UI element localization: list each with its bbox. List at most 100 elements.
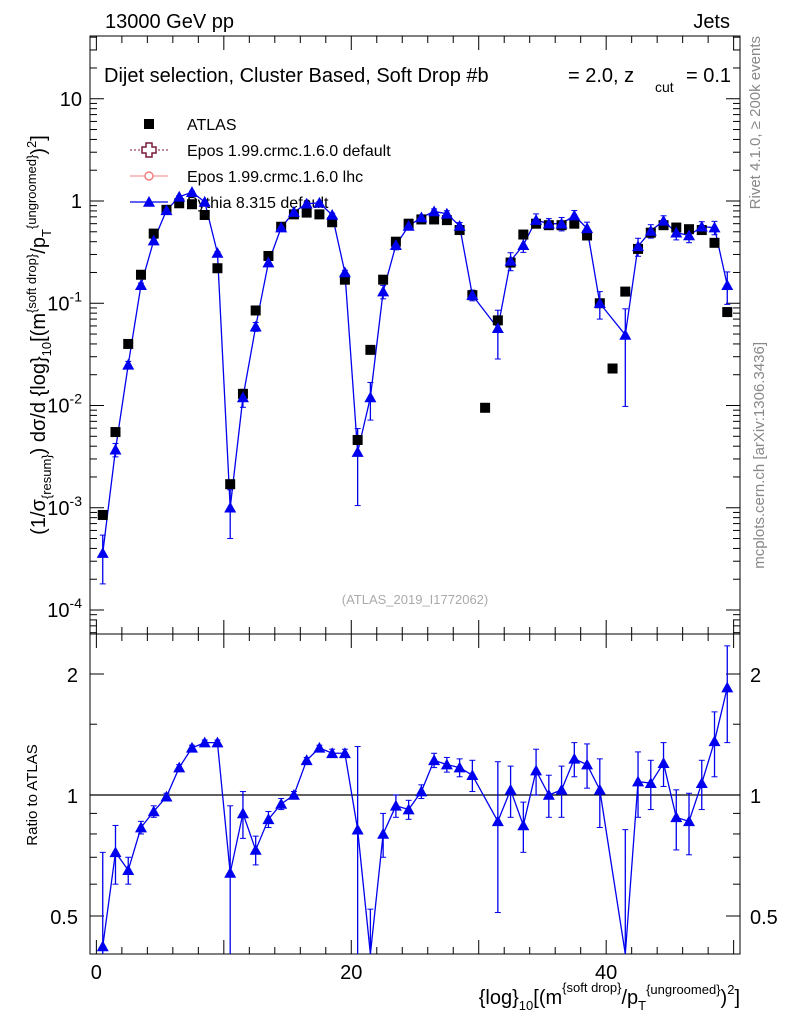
analysis-reference: (ATLAS_2019_I1772062) [342, 592, 488, 607]
main-y-axis-label-text: (1/σ{resum}) dσ/d {log}10[(m{soft drop}/… [24, 135, 54, 535]
pythia-data-point [224, 501, 237, 513]
pythia-ratio-point [581, 758, 594, 770]
pythia-ratio-point [491, 815, 504, 827]
main-y-tick-label: 10-3 [47, 493, 82, 520]
pythia-ratio-point [313, 741, 326, 753]
legend-label: Epos 1.99.crmc.1.6.0 lhc [187, 169, 363, 186]
pythia-ratio-point [377, 827, 390, 839]
pythia-data-point [568, 209, 581, 221]
atlas-data-point [365, 344, 376, 355]
pythia-data-point [491, 322, 504, 334]
pythia-ratio-point [632, 775, 645, 787]
pythia-ratio-point [517, 819, 530, 831]
pythia-ratio-point [338, 747, 351, 759]
pythia-ratio-point [236, 807, 249, 819]
pythia-data-point [377, 285, 390, 297]
legend-marker-epos-default [141, 142, 157, 158]
atlas-data-point [429, 214, 440, 225]
pythia-ratio-point [644, 777, 657, 788]
pythia-ratio-point [173, 761, 186, 773]
pythia-ratio-point [415, 785, 428, 797]
atlas-data-point [263, 250, 274, 261]
pythia-data-point [211, 247, 224, 258]
ratio-y-tick-label-right: 1 [750, 786, 761, 808]
pythia-data-point [185, 186, 198, 197]
pythia-ratio-point [708, 735, 721, 747]
pythia-data-point [695, 220, 708, 232]
rivet-version-label: Rivet 4.1.0, ≥ 200k events [747, 36, 764, 209]
pythia-data-point [657, 214, 670, 226]
pythia-data-point [683, 229, 696, 241]
atlas-data-point [582, 230, 593, 241]
pythia-ratio-point [109, 846, 122, 858]
pythia-data-point [504, 254, 517, 266]
atlas-data-point [620, 286, 631, 297]
pythia-data-point [173, 190, 186, 202]
pythia-data-point [96, 547, 109, 558]
pythia-ratio-point [504, 783, 517, 795]
collision-label: 13000 GeV pp [105, 11, 234, 33]
atlas-data-point [339, 274, 350, 285]
ratio-y-tick-label: 2 [67, 665, 78, 687]
pythia-ratio-point [262, 813, 275, 825]
atlas-data-point [569, 218, 580, 229]
main-y-tick-label: 10-2 [47, 391, 82, 418]
plot-title: Dijet selection, Cluster Based, Soft Dro… [104, 65, 731, 95]
legend-marker-epos-lhc [144, 171, 154, 181]
pythia-data-point [670, 226, 683, 238]
main-y-tick-label: 10-1 [47, 288, 82, 315]
pythia-data-point [593, 297, 606, 309]
legend-item: ATLAS [144, 117, 237, 134]
ratio-y-tick-label: 0.5 [50, 907, 78, 929]
atlas-data-point [607, 363, 618, 374]
pythia-data-point [708, 221, 721, 233]
pythia-data-point [300, 197, 313, 209]
pythia-ratio-point [402, 803, 415, 815]
atlas-data-point [199, 209, 210, 220]
ratio-y-tick-label-right: 0.5 [750, 907, 778, 929]
jets-label: Jets [693, 11, 730, 33]
pythia-data-point [122, 358, 135, 370]
pythia-ratio-point [198, 736, 211, 748]
pythia-ratio-point [721, 681, 734, 693]
pythia-data-point [287, 206, 300, 217]
pythia-data-point [326, 208, 339, 220]
x-tick-label: 0 [91, 962, 102, 984]
atlas-data-point [148, 228, 159, 239]
pythia-ratio-point [134, 821, 147, 833]
pythia-data-point [453, 219, 466, 231]
pythia-data-point [364, 391, 377, 403]
main-y-tick-label: 10 [60, 89, 82, 111]
atlas-data-point [684, 224, 695, 235]
atlas-data-point [301, 207, 312, 218]
main-y-tick-label: 1 [71, 191, 82, 213]
atlas-data-point [441, 215, 452, 226]
pythia-data-point [402, 219, 415, 231]
pythia-data-point [542, 217, 555, 229]
ratio-y-tick-label: 1 [67, 786, 78, 808]
ratio-plot-data [96, 645, 734, 955]
atlas-data-point [480, 402, 491, 413]
pythia-ratio-point [326, 747, 339, 759]
pythia-ratio-point [160, 790, 173, 802]
main-y-tick-label: 10-4 [47, 595, 82, 622]
pythia-data-point [236, 391, 249, 403]
atlas-data-point [123, 338, 134, 349]
legend-marker-pythia [143, 196, 155, 207]
pythia-data-point [313, 196, 326, 208]
atlas-data-point [314, 209, 325, 220]
pythia-ratio-point [275, 797, 288, 809]
pythia-data-point [198, 195, 211, 207]
pythia-ratio-point [122, 864, 135, 876]
pythia-data-point [389, 239, 402, 250]
pythia-data-point [721, 279, 734, 291]
pythia-ratio-point [300, 754, 313, 766]
pythia-ratio-point [428, 754, 441, 766]
pythia-data-point [428, 205, 441, 217]
pythia-ratio-point [466, 769, 479, 781]
atlas-data-point [186, 199, 197, 210]
x-axis-label: {log}10[(m{soft drop}/pT{ungroomed})2] [479, 980, 740, 1013]
title-zcut-sub: cut [655, 79, 674, 95]
legend-marker-atlas [144, 119, 154, 129]
pythia-ratio-point [224, 866, 237, 878]
